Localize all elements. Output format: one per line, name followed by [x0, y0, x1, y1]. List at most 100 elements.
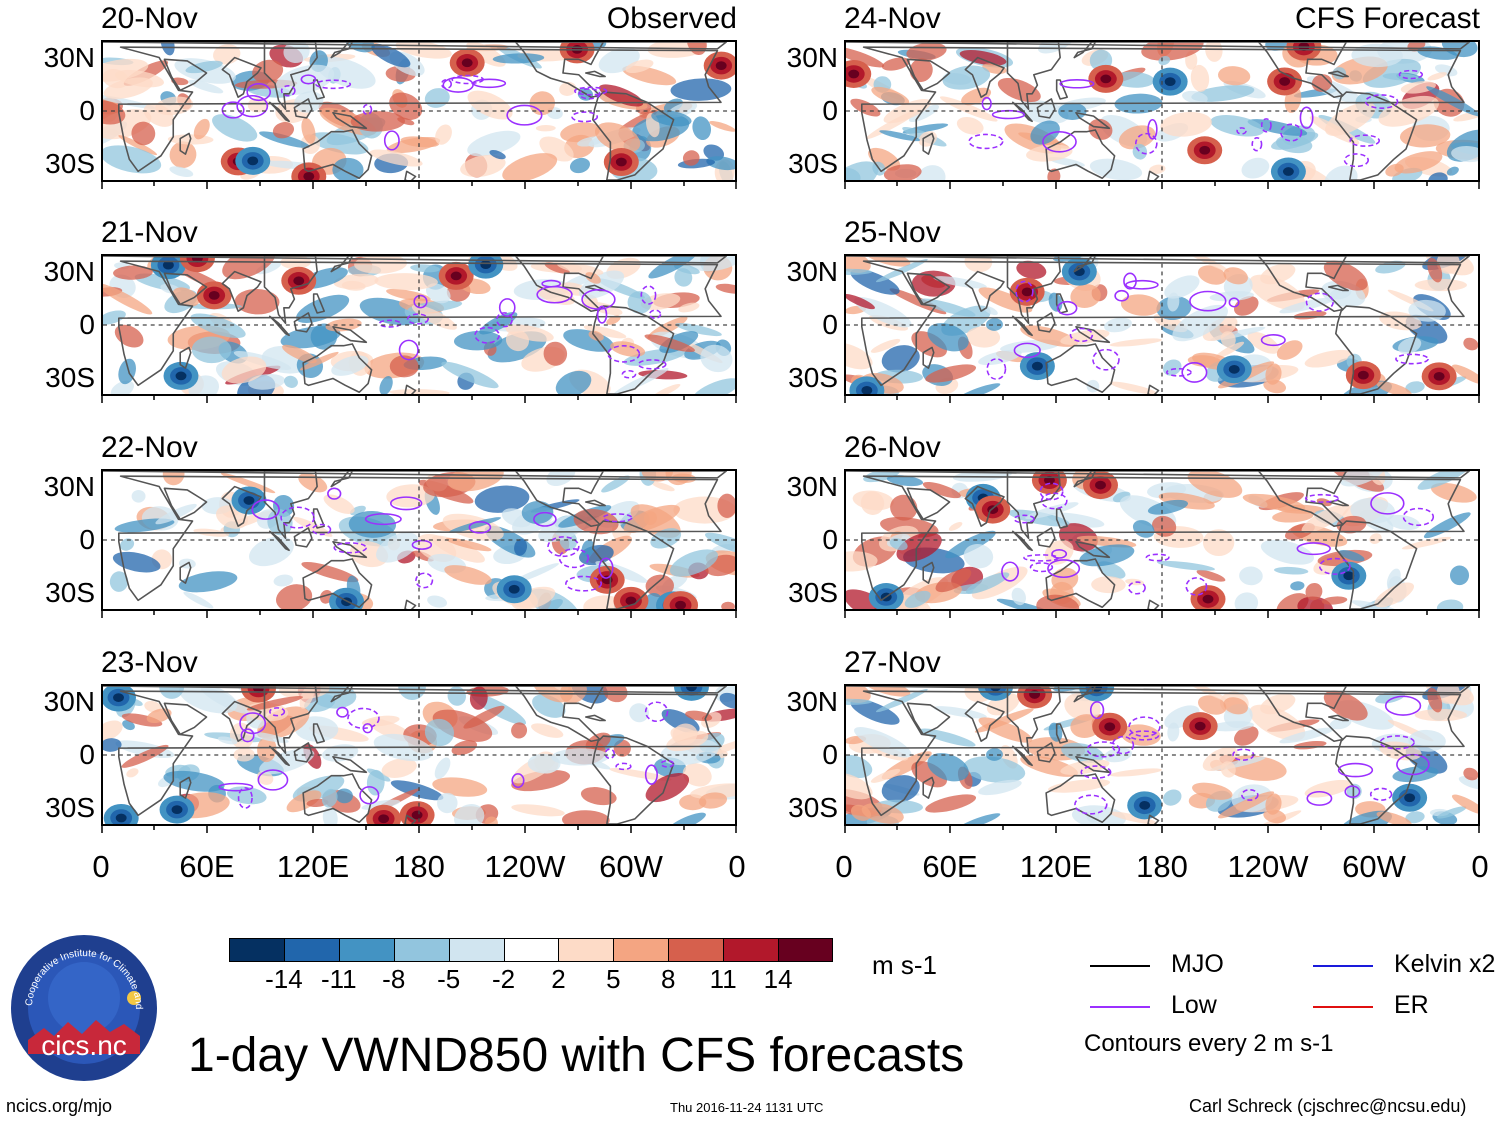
- wind-anomaly-cell: [879, 130, 921, 142]
- colorbar-swatch: [613, 938, 669, 962]
- low-contour: [1337, 762, 1374, 778]
- low-contour: [472, 78, 507, 89]
- low-contour: [364, 513, 402, 526]
- coastline: [221, 270, 262, 312]
- wind-anomaly-cell: [1036, 594, 1080, 609]
- wind-anomaly-cell: [217, 736, 238, 745]
- wind-anomaly-cell: [599, 84, 644, 107]
- coastline: [1055, 293, 1068, 314]
- low-contour: [300, 74, 317, 85]
- x-tick-marks: [844, 611, 1480, 618]
- coastline: [163, 487, 208, 521]
- low-contour: [1398, 69, 1424, 80]
- wind-anomaly-cell: [555, 370, 592, 394]
- colorbar-tick-label: -2: [491, 964, 516, 994]
- low-contour: [221, 101, 245, 119]
- low-contour: [1251, 137, 1263, 152]
- coastline: [1257, 471, 1348, 527]
- wind-anomaly-cell: [889, 288, 947, 315]
- wind-anomaly-cell: [299, 351, 339, 371]
- coastline: [964, 270, 1005, 312]
- x-tick-label: 60E: [179, 849, 235, 884]
- map-panel: [101, 40, 737, 182]
- wind-anomaly-cell: [965, 572, 1010, 594]
- wind-anomaly-cell: [1157, 560, 1215, 571]
- low-contour: [498, 298, 516, 317]
- coastline: [514, 42, 605, 98]
- wind-anomaly-cell: [1091, 576, 1126, 594]
- wind-anomaly-extreme: [175, 371, 187, 381]
- map-panel: [844, 254, 1480, 396]
- wind-anomaly-cell: [846, 698, 873, 705]
- wind-anomaly-cell: [514, 538, 528, 556]
- wind-anomaly-extreme: [1164, 77, 1176, 87]
- wind-anomaly-cell: [162, 471, 185, 486]
- wind-anomaly-cell: [625, 59, 654, 74]
- low-contour: [1402, 507, 1435, 527]
- wind-anomaly-cell: [846, 46, 885, 68]
- low-contour: [1260, 118, 1272, 133]
- wind-anomaly-cell: [920, 728, 976, 747]
- wind-anomaly-cell: [521, 501, 554, 524]
- coastline: [1327, 284, 1349, 292]
- y-tick-label: 0: [79, 309, 95, 340]
- low-contour: [378, 319, 402, 328]
- wind-anomaly-cell: [948, 521, 963, 531]
- wind-anomaly-cell: [1132, 520, 1155, 538]
- wind-anomaly-cell: [1223, 267, 1248, 285]
- wind-anomaly-cell: [629, 703, 649, 723]
- coastline: [1011, 745, 1033, 767]
- low-contour: [1114, 289, 1130, 302]
- wind-anomaly-cell: [531, 723, 564, 738]
- wind-anomaly-extreme: [848, 69, 860, 79]
- coastline: [1006, 686, 1061, 755]
- wind-anomaly-cell: [846, 342, 873, 370]
- coastline: [906, 487, 951, 521]
- wind-anomaly-cell: [1011, 587, 1026, 606]
- wind-anomaly-cell: [1048, 779, 1111, 793]
- wind-anomaly-cell: [221, 356, 267, 384]
- wind-anomaly-cell: [1118, 125, 1156, 150]
- wind-anomaly-cell: [1350, 497, 1395, 524]
- low-contour: [968, 133, 1004, 150]
- low-contour: [1029, 562, 1054, 573]
- low-contour: [1001, 561, 1020, 582]
- coastline: [118, 260, 722, 387]
- low-contour: [981, 96, 992, 111]
- wind-anomaly-cell: [1304, 779, 1353, 798]
- wind-anomaly-cell: [1265, 793, 1282, 815]
- wind-anomaly-cell: [925, 794, 977, 813]
- wind-anomaly-extreme: [450, 271, 462, 281]
- coastline: [1147, 384, 1160, 394]
- coastline: [404, 599, 417, 609]
- wind-anomaly-cell: [1376, 811, 1412, 824]
- coastline: [1055, 79, 1068, 100]
- map-panel: [101, 469, 737, 611]
- wind-anomaly-cell: [1120, 294, 1161, 316]
- wind-anomaly-cell: [1451, 146, 1478, 163]
- wind-anomaly-cell: [103, 720, 123, 741]
- wind-anomaly-cell: [1242, 493, 1306, 512]
- wind-anomaly-cell: [427, 595, 448, 608]
- wind-anomaly-cell: [113, 265, 153, 280]
- wind-anomaly-cell: [257, 736, 277, 763]
- wind-anomaly-cell: [868, 147, 901, 171]
- coastline: [861, 46, 1465, 173]
- wind-anomaly-extreme: [1199, 145, 1211, 155]
- coastline: [922, 132, 935, 155]
- coastline: [1055, 508, 1068, 529]
- wind-anomaly-cell: [131, 489, 146, 503]
- wind-anomaly-cell: [670, 78, 732, 101]
- low-contour: [1128, 581, 1146, 595]
- wind-anomaly-cell: [1249, 704, 1306, 741]
- wind-anomaly-cell: [460, 154, 506, 178]
- wind-anomaly-extreme: [1433, 371, 1445, 381]
- low-contour: [362, 104, 373, 116]
- coastline: [1011, 530, 1033, 552]
- wind-anomaly-cell: [118, 358, 136, 385]
- legend-line-kelvin-x2: [1313, 965, 1373, 967]
- wind-anomaly-cell: [1265, 363, 1282, 385]
- website-link[interactable]: ncics.org/mjo: [6, 1096, 113, 1116]
- coastline: [293, 312, 313, 333]
- wind-anomaly-cell: [454, 804, 485, 824]
